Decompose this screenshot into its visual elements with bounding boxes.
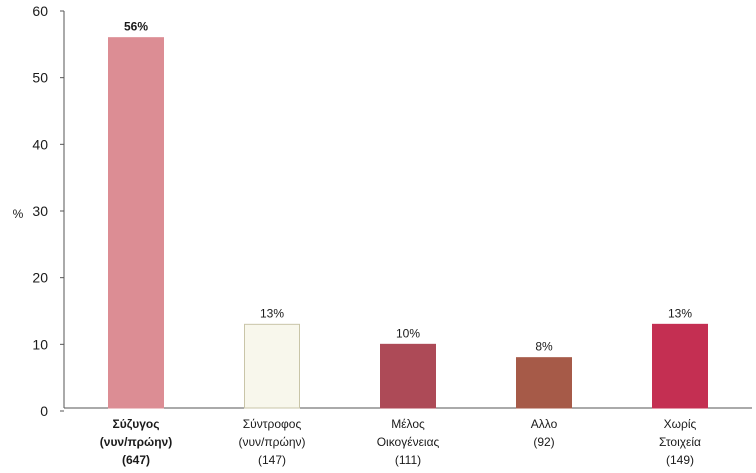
category-label: (νυν/πρώην) [238,435,305,449]
category-label: Στοιχεία [659,435,701,449]
category-label: Μέλος [391,417,425,431]
data-labels: 56% 13% 10% 8% 13% [124,20,692,354]
y-axis-label: % [13,207,24,221]
category-label: Οικογένειας [377,435,440,449]
y-tick-label: 20 [32,270,48,286]
category-label: (92) [533,435,554,449]
y-tick-label: 60 [32,3,48,19]
bar [244,323,300,409]
category-label: (νυν/πρώην) [100,435,172,449]
data-label: 8% [535,340,553,354]
bar [652,323,708,409]
y-ticks: 0 10 20 30 40 50 60 [32,3,64,419]
category-label: (647) [122,453,150,467]
bars [108,37,708,409]
y-tick-label: 50 [32,70,48,86]
data-label: 56% [124,20,148,34]
category-label: (149) [666,453,694,467]
bar [516,357,572,409]
y-tick-label: 0 [40,403,48,419]
y-tick-label: 40 [32,136,48,152]
category-label: Σύζυγος [113,417,160,431]
data-label: 13% [260,306,284,320]
category-label: Αλλο [531,417,558,431]
bar [108,37,164,409]
category-labels: Σύζυγος (νυν/πρώην) (647) Σύντροφος (νυν/πρώ… [100,417,701,467]
y-tick-label: 30 [32,203,48,219]
data-label: 10% [396,326,420,340]
data-label: 13% [668,306,692,320]
y-tick-label: 10 [32,336,48,352]
category-label: (147) [258,453,286,467]
category-label: Σύντροφος [243,417,302,431]
bar [380,343,436,409]
category-label: (111) [395,453,421,467]
category-label: Χωρίς [664,417,697,431]
